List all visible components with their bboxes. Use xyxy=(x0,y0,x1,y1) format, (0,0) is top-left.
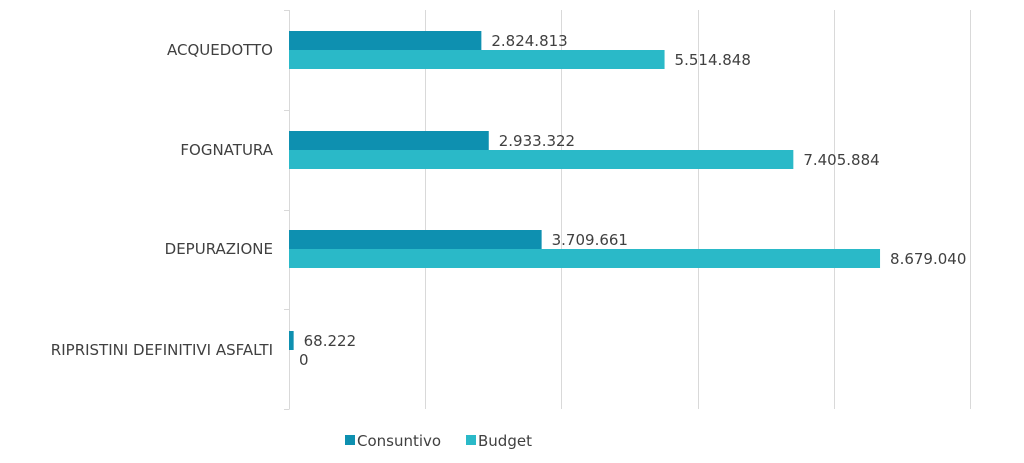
legend-swatch-budget xyxy=(466,435,476,445)
category-label: RIPRISTINI DEFINITIVI ASFALTI xyxy=(51,341,273,359)
category-axis xyxy=(284,10,290,410)
data-label: 8.679.040 xyxy=(890,250,966,268)
category-label: DEPURAZIONE xyxy=(165,240,273,258)
category-label: ACQUEDOTTO xyxy=(167,41,273,59)
bars xyxy=(289,31,881,350)
data-label: 2.824.813 xyxy=(491,32,567,50)
data-label: 2.933.322 xyxy=(499,132,575,150)
bar-budget xyxy=(289,150,794,169)
bar-consuntivo xyxy=(289,331,294,350)
category-labels: ACQUEDOTTO FOGNATURA DEPURAZIONE RIPRISTINI… xyxy=(51,41,274,359)
data-label: 5.514.848 xyxy=(675,51,751,69)
legend-label-consuntivo: Consuntivo xyxy=(357,432,441,450)
data-label: 0 xyxy=(299,351,309,369)
bar-consuntivo xyxy=(289,230,542,249)
bar-consuntivo xyxy=(289,31,482,50)
bar-budget xyxy=(289,50,665,69)
legend: Consuntivo Budget xyxy=(345,432,532,450)
value-labels: 2.824.813 2.933.322 3.709.661 68.222 5.514.8… xyxy=(299,32,966,369)
category-label: FOGNATURA xyxy=(180,141,273,159)
data-label: 7.405.884 xyxy=(803,151,879,169)
legend-swatch-consuntivo xyxy=(345,435,355,445)
bar-budget xyxy=(289,249,881,268)
data-label: 68.222 xyxy=(304,332,357,350)
data-label: 3.709.661 xyxy=(552,231,628,249)
grid-lines xyxy=(425,10,971,409)
legend-label-budget: Budget xyxy=(478,432,532,450)
bar-consuntivo xyxy=(289,131,489,150)
